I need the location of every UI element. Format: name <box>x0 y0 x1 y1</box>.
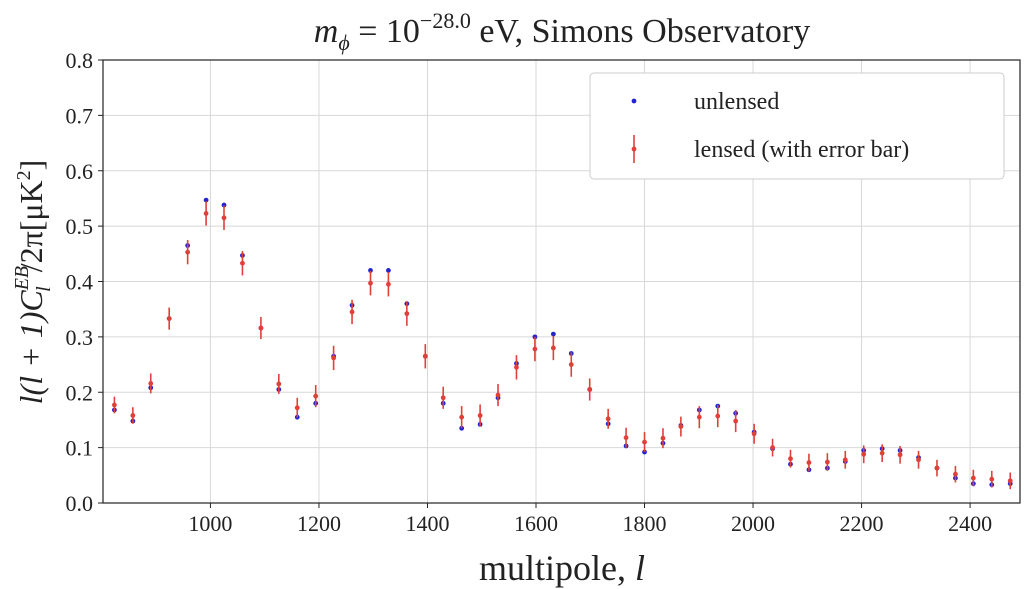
point <box>440 395 446 401</box>
legend-box <box>589 72 1005 180</box>
point <box>568 362 574 367</box>
y-label-part: EB <box>11 266 33 291</box>
point <box>294 405 300 411</box>
point <box>130 413 136 418</box>
point <box>166 316 172 322</box>
point <box>422 353 428 359</box>
point <box>148 380 154 386</box>
point <box>240 260 245 266</box>
y-tick-label: 0.2 <box>66 380 94 405</box>
y-axis-label: l(l + 1)CEBl/2π[μK2] <box>11 160 55 405</box>
y-tick-label: 0.8 <box>66 48 94 73</box>
point <box>970 475 976 481</box>
point <box>989 476 995 482</box>
point <box>276 381 282 387</box>
point <box>587 387 593 392</box>
y-tick-label: 0.6 <box>66 159 94 184</box>
y-tick-label: 0.4 <box>66 270 94 295</box>
y-tick-label: 0.1 <box>66 436 94 461</box>
y-label-part: ] <box>13 160 49 171</box>
x-tick-label: 2400 <box>948 511 992 536</box>
point <box>934 465 940 471</box>
point <box>331 355 337 361</box>
point <box>459 414 465 420</box>
point <box>404 311 410 317</box>
point <box>532 346 538 352</box>
point <box>678 424 684 429</box>
title-part: m <box>314 13 339 50</box>
y-tick-label: 0.5 <box>66 214 94 239</box>
point <box>788 456 793 462</box>
point <box>221 215 227 221</box>
point <box>696 414 702 420</box>
point <box>770 445 775 451</box>
point <box>386 281 391 287</box>
legend-marker <box>631 146 637 152</box>
point <box>605 416 611 422</box>
legend-label: lensed (with error bar) <box>694 137 909 163</box>
title-part: −28.0 <box>420 8 471 33</box>
x-tick-label: 1400 <box>405 511 449 536</box>
point <box>386 268 391 273</box>
point <box>806 460 812 465</box>
x-tick-label: 2000 <box>731 511 775 536</box>
y-label-part: /2π[μK <box>13 180 49 272</box>
point <box>349 309 355 315</box>
x-tick-label: 1200 <box>297 511 341 536</box>
x-axis-label: multipole, l <box>479 548 645 588</box>
point <box>733 418 739 424</box>
point <box>313 393 319 399</box>
x-tick-label: 1800 <box>623 511 667 536</box>
point <box>1007 478 1013 484</box>
y-tick-label: 0.0 <box>66 491 94 516</box>
y-label-part: 2 <box>13 170 35 180</box>
title-part: eV, Simons Observatory <box>471 13 810 50</box>
point <box>368 280 373 286</box>
point <box>221 202 227 208</box>
x-label-part: l <box>635 548 645 588</box>
point <box>185 249 191 255</box>
point <box>916 457 921 463</box>
chart-title: mϕ = 10−28.0 eV, Simons Observatory <box>314 8 810 55</box>
point <box>514 364 519 370</box>
point <box>953 471 958 477</box>
point <box>550 345 556 351</box>
point <box>623 435 629 441</box>
x-label-part: multipole, <box>479 548 635 588</box>
point <box>715 413 721 419</box>
point <box>111 402 117 408</box>
point <box>203 210 209 216</box>
point <box>861 451 867 457</box>
y-label-part: l(l + 1)C <box>13 290 49 405</box>
point <box>842 457 848 463</box>
plot-frame <box>102 59 1021 504</box>
point <box>824 459 830 465</box>
y-tick-label: 0.7 <box>66 103 94 128</box>
title-part: = 10 <box>350 13 420 50</box>
legend-label: unlensed <box>694 89 779 115</box>
x-tick-label: 1600 <box>514 511 558 536</box>
point <box>368 268 373 273</box>
title-part: ϕ <box>338 30 349 55</box>
point <box>477 413 483 418</box>
point <box>660 435 666 441</box>
point <box>897 452 903 458</box>
point <box>642 439 647 445</box>
point <box>550 331 556 337</box>
point <box>751 431 757 437</box>
x-tick-label: 2200 <box>840 511 884 536</box>
point <box>495 392 501 398</box>
x-tick-label: 1000 <box>188 511 232 536</box>
legend-marker <box>631 98 637 104</box>
y-label-part: l <box>33 286 55 292</box>
point <box>258 325 264 331</box>
y-tick-label: 0.3 <box>66 325 94 350</box>
point <box>879 450 885 456</box>
legend: unlensed lensed (with error bar) <box>589 72 1005 180</box>
point <box>203 197 209 203</box>
